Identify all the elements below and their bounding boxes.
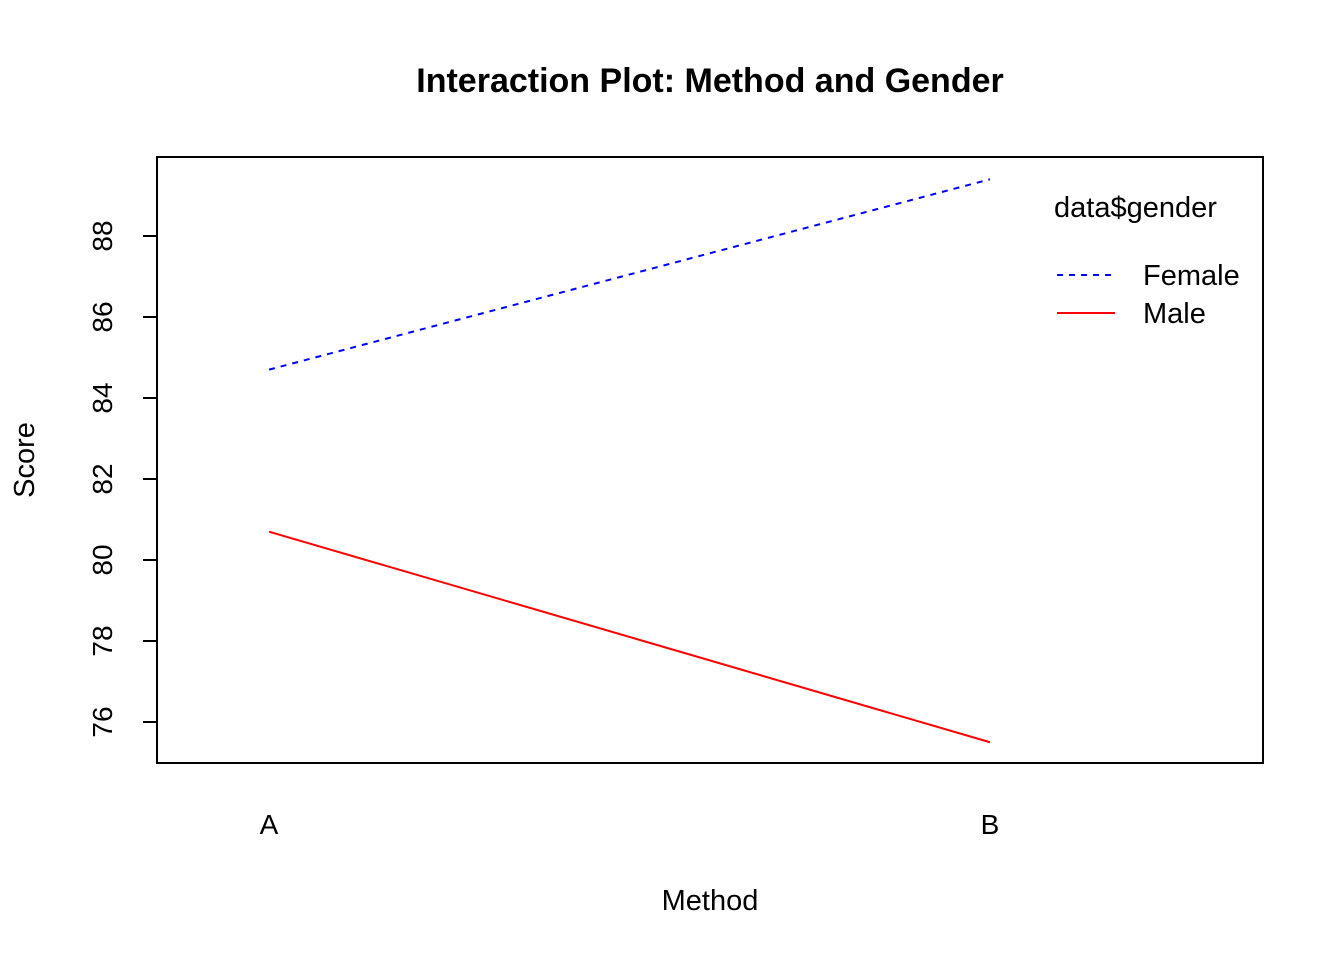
y-tick-label: 88	[87, 220, 118, 251]
y-axis: 76 78 80 82 84 86 88	[87, 220, 158, 738]
y-tick-label: 86	[87, 301, 118, 332]
legend-label-male: Male	[1143, 298, 1206, 330]
legend-title: data$gender	[1054, 192, 1217, 224]
series-line-male	[268, 530, 991, 744]
y-tick-label: 78	[87, 625, 118, 656]
y-axis-label: Score	[9, 422, 41, 498]
x-tick-label: A	[260, 809, 279, 840]
legend: data$gender Female Male	[1054, 192, 1240, 330]
y-tick-label: 84	[87, 382, 118, 413]
series-lines	[268, 178, 991, 744]
series-line-female	[268, 178, 991, 371]
chart-title: Interaction Plot: Method and Gender	[416, 62, 1003, 100]
plot-area-frame	[156, 156, 1264, 764]
x-tick-label: B	[981, 809, 1000, 840]
x-axis-label: Method	[662, 885, 759, 917]
legend-label-female: Female	[1143, 260, 1240, 292]
y-tick-label: 80	[87, 544, 118, 575]
y-tick-label: 76	[87, 706, 118, 737]
y-tick-label: 82	[87, 463, 118, 494]
